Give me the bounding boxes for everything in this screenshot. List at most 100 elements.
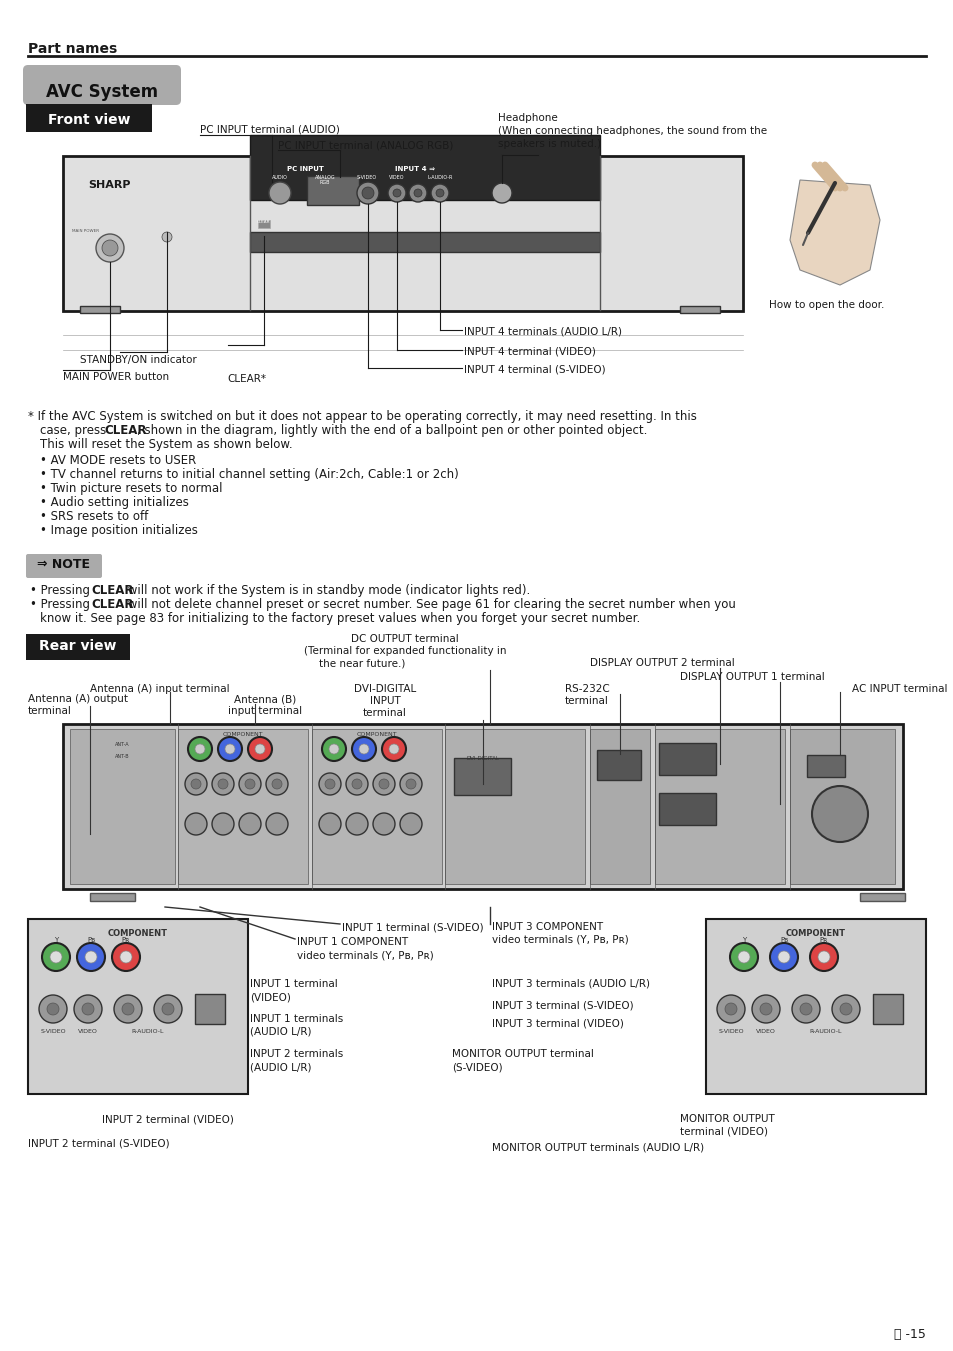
Text: speakers is muted.): speakers is muted.): [497, 139, 600, 149]
Circle shape: [113, 994, 142, 1023]
Circle shape: [218, 738, 242, 761]
Text: • Pressing: • Pressing: [30, 598, 93, 611]
Text: (VIDEO): (VIDEO): [250, 992, 291, 1002]
Text: • SRS resets to off: • SRS resets to off: [40, 509, 148, 523]
Text: terminal (VIDEO): terminal (VIDEO): [679, 1127, 767, 1138]
Circle shape: [352, 780, 361, 789]
Circle shape: [809, 943, 837, 971]
FancyBboxPatch shape: [679, 305, 720, 313]
Circle shape: [431, 184, 449, 203]
Text: • Audio setting initializes: • Audio setting initializes: [40, 496, 189, 509]
Text: ANT-B: ANT-B: [114, 754, 130, 759]
Circle shape: [77, 943, 105, 971]
Circle shape: [102, 240, 118, 255]
Circle shape: [840, 1002, 851, 1015]
FancyBboxPatch shape: [90, 893, 135, 901]
Circle shape: [239, 773, 261, 794]
FancyBboxPatch shape: [859, 893, 904, 901]
Circle shape: [399, 813, 421, 835]
Text: VIDEO: VIDEO: [756, 1029, 775, 1034]
Circle shape: [393, 189, 400, 197]
Text: * If the AVC System is switched on but it does not appear to be operating correc: * If the AVC System is switched on but i…: [28, 409, 696, 423]
Text: COMPONENT: COMPONENT: [108, 929, 168, 938]
Text: COMPONENT: COMPONENT: [356, 732, 396, 738]
Text: (AUDIO L/R): (AUDIO L/R): [250, 1062, 312, 1071]
Text: CLEAR: CLEAR: [104, 424, 147, 436]
Text: AVC System: AVC System: [46, 82, 158, 101]
Text: S-VIDEO: S-VIDEO: [40, 1029, 66, 1034]
Circle shape: [47, 1002, 59, 1015]
Circle shape: [194, 744, 205, 754]
FancyBboxPatch shape: [63, 155, 742, 311]
Text: COMPONENT: COMPONENT: [785, 929, 845, 938]
Circle shape: [831, 994, 859, 1023]
Text: the near future.): the near future.): [318, 658, 405, 667]
Text: DVI-DIGITAL: DVI-DIGITAL: [466, 757, 499, 761]
Circle shape: [122, 1002, 133, 1015]
Circle shape: [218, 780, 228, 789]
Circle shape: [791, 994, 820, 1023]
Circle shape: [738, 951, 749, 963]
FancyBboxPatch shape: [789, 730, 894, 884]
Circle shape: [381, 738, 406, 761]
FancyBboxPatch shape: [444, 730, 584, 884]
Text: INPUT 1 terminal (S-VIDEO): INPUT 1 terminal (S-VIDEO): [341, 921, 483, 932]
Circle shape: [185, 813, 207, 835]
Text: ANT-A: ANT-A: [114, 742, 130, 747]
Text: Y: Y: [53, 938, 58, 943]
Circle shape: [266, 773, 288, 794]
Text: STANDBY/ON indicator: STANDBY/ON indicator: [80, 355, 196, 365]
Text: RS-232C: RS-232C: [564, 684, 609, 694]
Circle shape: [399, 773, 421, 794]
Text: INPUT 3 COMPONENT: INPUT 3 COMPONENT: [492, 921, 602, 932]
Text: video terminals (Y, Pʙ, Pʀ): video terminals (Y, Pʙ, Pʀ): [296, 950, 434, 961]
Text: MONITOR OUTPUT: MONITOR OUTPUT: [679, 1115, 774, 1124]
Text: terminal: terminal: [363, 708, 407, 717]
Text: terminal: terminal: [564, 696, 608, 707]
FancyBboxPatch shape: [312, 730, 441, 884]
Circle shape: [760, 1002, 771, 1015]
Circle shape: [39, 994, 67, 1023]
FancyBboxPatch shape: [655, 730, 784, 884]
Text: (S-VIDEO): (S-VIDEO): [452, 1062, 502, 1071]
Circle shape: [811, 786, 867, 842]
Circle shape: [318, 813, 340, 835]
FancyBboxPatch shape: [659, 793, 716, 825]
FancyBboxPatch shape: [307, 176, 358, 205]
Text: INPUT 2 terminal (S-VIDEO): INPUT 2 terminal (S-VIDEO): [28, 1139, 170, 1148]
Text: ANALOG
RGB: ANALOG RGB: [314, 176, 335, 185]
FancyBboxPatch shape: [257, 220, 270, 228]
Text: MONITOR OUTPUT terminal: MONITOR OUTPUT terminal: [452, 1048, 594, 1059]
Text: know it. See page 83 for initializing to the factory preset values when you forg: know it. See page 83 for initializing to…: [40, 612, 639, 626]
Text: CLEAR*: CLEAR*: [227, 374, 266, 384]
Circle shape: [318, 773, 340, 794]
Circle shape: [50, 951, 62, 963]
Circle shape: [188, 738, 212, 761]
Text: • AV MODE resets to USER: • AV MODE resets to USER: [40, 454, 196, 467]
Circle shape: [724, 1002, 737, 1015]
Circle shape: [356, 182, 378, 204]
Circle shape: [346, 773, 368, 794]
Text: Part names: Part names: [28, 42, 117, 55]
Text: • Image position initializes: • Image position initializes: [40, 524, 197, 536]
Circle shape: [492, 182, 512, 203]
Text: INPUT 3 terminals (AUDIO L/R): INPUT 3 terminals (AUDIO L/R): [492, 979, 649, 989]
Circle shape: [817, 951, 829, 963]
Text: AUDIO: AUDIO: [272, 176, 288, 180]
Text: Rear view: Rear view: [39, 639, 116, 653]
Text: (Terminal for expanded functionality in: (Terminal for expanded functionality in: [303, 646, 506, 657]
Circle shape: [248, 738, 272, 761]
Text: CLEAR: CLEAR: [257, 220, 271, 224]
Circle shape: [42, 943, 70, 971]
Text: L-AUDIO-R: L-AUDIO-R: [427, 176, 453, 180]
FancyBboxPatch shape: [250, 135, 599, 200]
Text: Antenna (A) output: Antenna (A) output: [28, 694, 128, 704]
FancyBboxPatch shape: [26, 104, 152, 132]
Text: INPUT 2 terminal (VIDEO): INPUT 2 terminal (VIDEO): [102, 1115, 233, 1124]
Text: VIDEO: VIDEO: [78, 1029, 98, 1034]
Text: COMPONENT: COMPONENT: [222, 732, 263, 738]
Text: Y: Y: [741, 938, 745, 943]
Text: DISPLAY OUTPUT 1 terminal: DISPLAY OUTPUT 1 terminal: [679, 671, 824, 682]
Text: R-AUDIO-L: R-AUDIO-L: [132, 1029, 164, 1034]
Circle shape: [352, 738, 375, 761]
